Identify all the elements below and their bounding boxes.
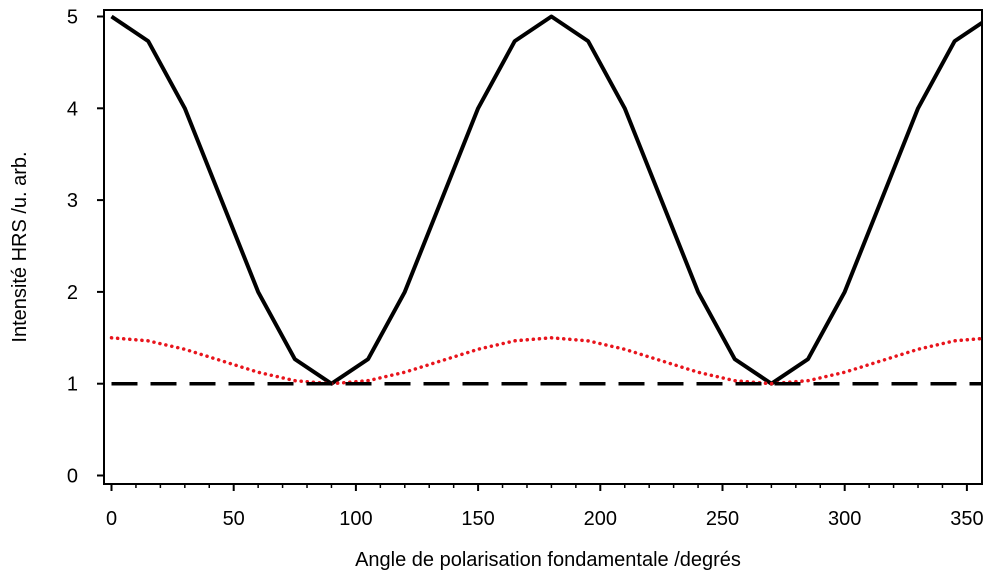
- x-tick-label: 200: [584, 508, 617, 530]
- x-tick-label: 50: [223, 508, 245, 530]
- y-tick-label: 3: [67, 190, 78, 212]
- y-tick-label: 0: [67, 466, 78, 488]
- x-tick-label: 350: [950, 508, 983, 530]
- y-tick-label: 1: [67, 374, 78, 396]
- y-tick-label: 4: [67, 98, 78, 120]
- x-axis: 0 50 100 150 200 250 300 350: [104, 483, 983, 530]
- plot-frame: [103, 9, 983, 485]
- x-tick-label: 0: [106, 508, 117, 530]
- y-tick-label: 2: [67, 282, 78, 304]
- x-tick-label: 300: [828, 508, 861, 530]
- series-line-solid: [110, 14, 983, 386]
- y-tick-label: 5: [67, 7, 78, 29]
- x-axis-label: Angle de polarisation fondamentale /degr…: [355, 549, 741, 571]
- series-line-dotted: [109, 336, 983, 386]
- x-tick-label: 100: [339, 508, 372, 530]
- y-axis: 0 1 2 3 4 5: [67, 7, 104, 488]
- series-layer: [109, 14, 983, 386]
- x-tick-label: 250: [706, 508, 739, 530]
- x-tick-label: 150: [461, 508, 494, 530]
- y-axis-label: Intensité HRS /u. arb.: [9, 151, 31, 342]
